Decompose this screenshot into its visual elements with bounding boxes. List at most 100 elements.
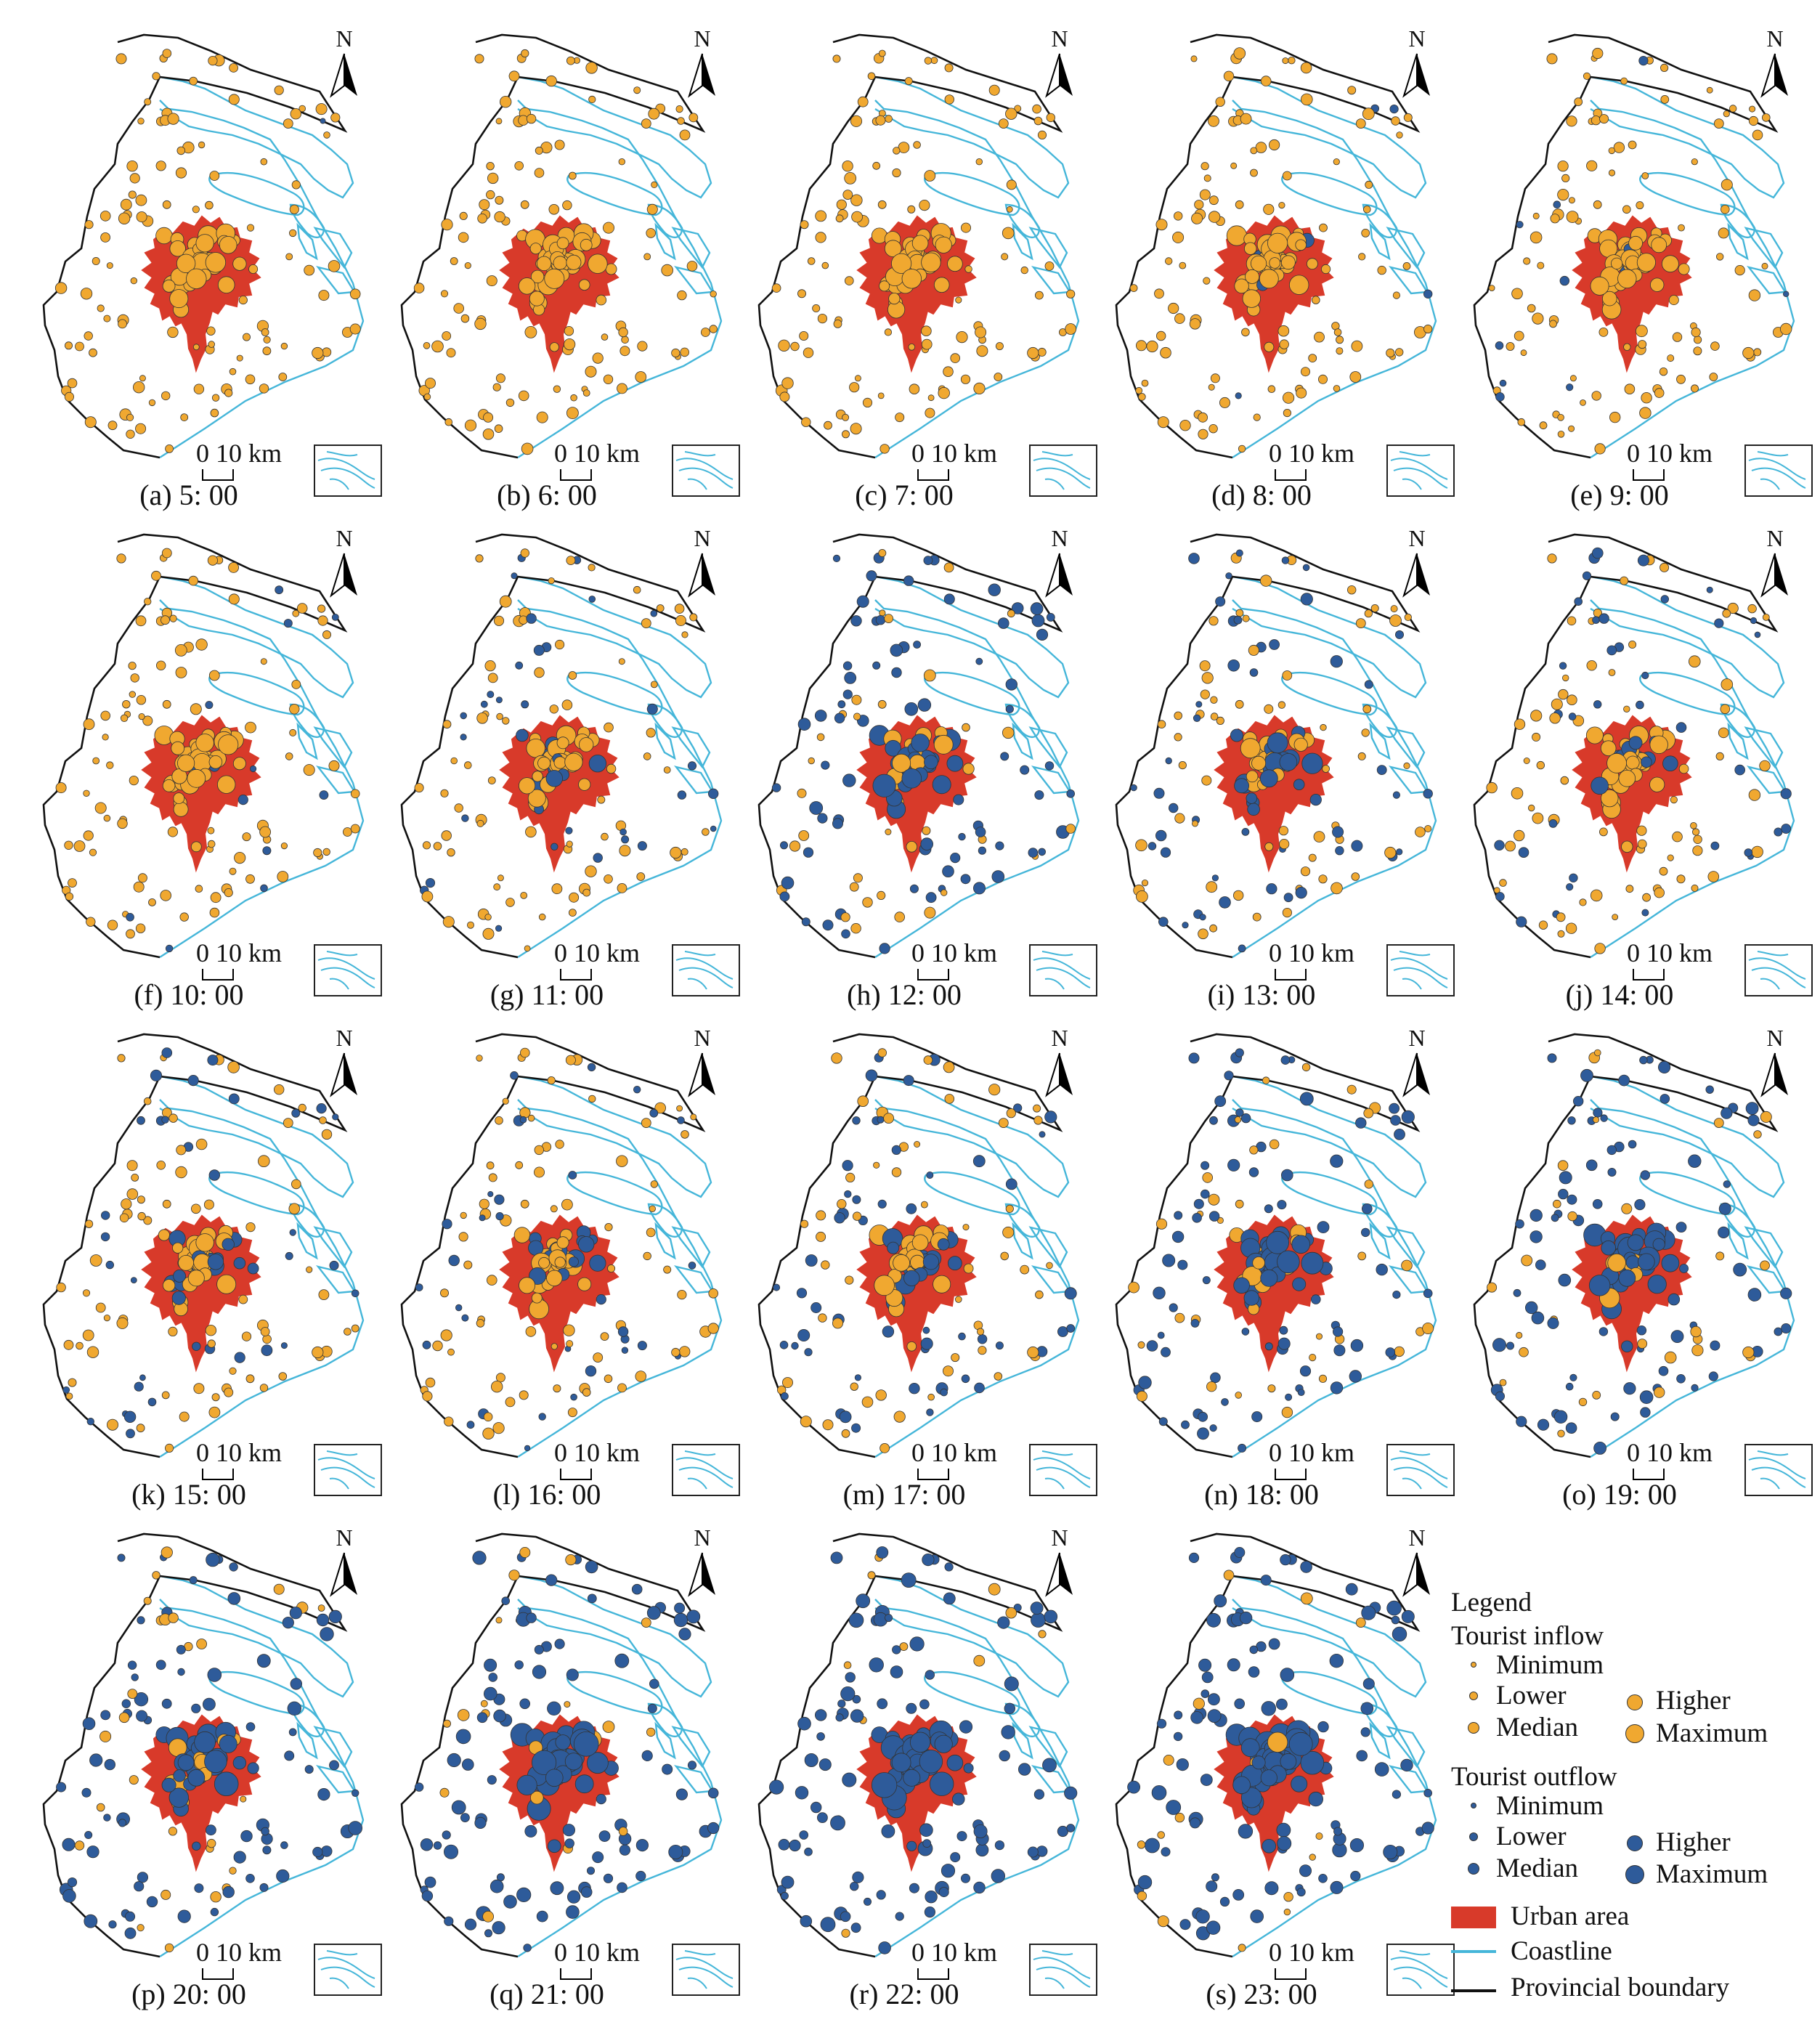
- coastline: [1590, 1099, 1795, 1458]
- tourist-inflow-point: [933, 734, 954, 755]
- tourist-inflow-point: [303, 764, 315, 776]
- tourist-inflow-point: [888, 292, 901, 305]
- tourist-outflow-point: [1718, 1226, 1730, 1238]
- tourist-outflow-point: [1266, 883, 1277, 895]
- tourist-inflow-point: [482, 428, 495, 440]
- tourist-inflow-point: [1333, 158, 1340, 166]
- tourist-outflow-point: [925, 1670, 935, 1680]
- tourist-inflow-point: [169, 289, 189, 309]
- tourist-outflow-point: [1259, 769, 1278, 788]
- tourist-inflow-point: [129, 173, 140, 184]
- tourist-outflow-point: [909, 1883, 919, 1893]
- tourist-inflow-point: [195, 1138, 208, 1150]
- tourist-outflow-point: [448, 1254, 460, 1267]
- coastline-island: [1639, 671, 1736, 716]
- tourist-inflow-point: [850, 923, 861, 934]
- tourist-outflow-point: [487, 1775, 497, 1785]
- tourist-outflow-point: [804, 1348, 813, 1357]
- tourist-outflow-point: [319, 790, 329, 800]
- tourist-inflow-point: [853, 712, 861, 720]
- tourist-inflow-point: [1243, 242, 1257, 255]
- tourist-inflow-point: [812, 304, 821, 312]
- tourist-inflow-point: [228, 562, 240, 573]
- tourist-outflow-point: [930, 1771, 954, 1796]
- tourist-inflow-point: [845, 276, 854, 285]
- tourist-inflow-point: [1311, 296, 1320, 304]
- coastline-island: [1746, 766, 1787, 795]
- tourist-inflow-point: [143, 1216, 153, 1225]
- coastline-island: [647, 703, 683, 738]
- tourist-inflow-point: [534, 667, 545, 678]
- tourist-outflow-point: [1610, 1412, 1620, 1421]
- provincial-boundary: [400, 1033, 706, 1458]
- legend-title: Legend: [1451, 1588, 1532, 1617]
- tourist-outflow-point: [906, 1702, 917, 1714]
- inset-map: [1386, 1444, 1455, 1496]
- tourist-outflow-point: [492, 1921, 505, 1935]
- tourist-inflow-point: [1349, 371, 1362, 383]
- coastline-island: [1012, 722, 1033, 760]
- tourist-inflow-point: [193, 383, 205, 394]
- north-arrow-icon: [330, 1552, 357, 1597]
- tourist-outflow-point: [1158, 1417, 1168, 1426]
- tourist-inflow-point: [137, 873, 147, 883]
- tourist-inflow-point: [179, 1411, 190, 1422]
- tourist-outflow-point: [1235, 549, 1243, 557]
- tourist-outflow-point: [1531, 1311, 1545, 1325]
- coastline-island: [566, 171, 663, 216]
- tourist-outflow-point: [1349, 1370, 1362, 1383]
- tourist-outflow-point: [852, 1116, 861, 1125]
- tourist-outflow-point: [1618, 1269, 1636, 1287]
- tourist-inflow-point: [816, 733, 825, 742]
- tourist-outflow-point: [1238, 1443, 1247, 1453]
- tourist-inflow-point: [1164, 257, 1173, 265]
- north-arrow: N: [686, 1026, 718, 1098]
- scale-bar: [1633, 1469, 1665, 1480]
- tourist-outflow-point: [1151, 1785, 1167, 1800]
- tourist-inflow-point: [210, 1891, 222, 1903]
- coastline: [517, 76, 712, 199]
- tourist-outflow-point: [1638, 55, 1649, 66]
- tourist-inflow-point: [228, 94, 240, 105]
- tourist-inflow-point: [1516, 1331, 1523, 1339]
- coastline-island: [654, 1721, 676, 1760]
- tourist-outflow-point: [291, 1108, 301, 1118]
- tourist-outflow-point: [895, 1912, 904, 1921]
- tourist-inflow-point: [474, 317, 487, 330]
- tourist-inflow-point: [646, 203, 658, 215]
- tourist-outflow-point: [205, 1824, 216, 1836]
- tourist-outflow-point: [925, 1891, 938, 1904]
- tourist-inflow-point: [443, 1719, 452, 1728]
- tourist-inflow-point: [484, 660, 496, 672]
- tourist-inflow-point: [476, 1319, 485, 1328]
- tourist-inflow-point: [1269, 139, 1280, 151]
- tourist-inflow-point: [835, 214, 844, 223]
- tourist-inflow-point: [135, 615, 147, 627]
- tourist-outflow-point: [1201, 1161, 1210, 1170]
- tourist-outflow-point: [1038, 848, 1047, 856]
- tourist-inflow-point: [1137, 1840, 1146, 1849]
- tourist-outflow-point: [1515, 1219, 1524, 1229]
- tourist-inflow-point: [1279, 838, 1290, 850]
- tourist-outflow-point: [462, 1758, 474, 1771]
- tourist-outflow-point: [946, 1754, 964, 1771]
- tourist-outflow-point: [1207, 1693, 1220, 1706]
- inset-map: [1029, 1444, 1097, 1496]
- tourist-inflow-point: [1278, 202, 1285, 209]
- tourist-inflow-point: [538, 913, 546, 921]
- tourist-outflow-point: [1548, 819, 1558, 828]
- tourist-outflow-point: [261, 1344, 273, 1357]
- tourist-inflow-point: [1523, 257, 1531, 265]
- map-svg: [757, 33, 1080, 459]
- provincial-boundary: [400, 1532, 706, 1958]
- tourist-inflow-point: [280, 342, 288, 350]
- tourist-outflow-point: [1559, 275, 1570, 286]
- map-svg: [1115, 1532, 1437, 1958]
- tourist-outflow-point: [84, 1830, 93, 1839]
- tourist-inflow-point: [207, 1838, 216, 1848]
- tourist-outflow-point: [289, 1607, 302, 1620]
- tourist-inflow-point: [580, 238, 593, 251]
